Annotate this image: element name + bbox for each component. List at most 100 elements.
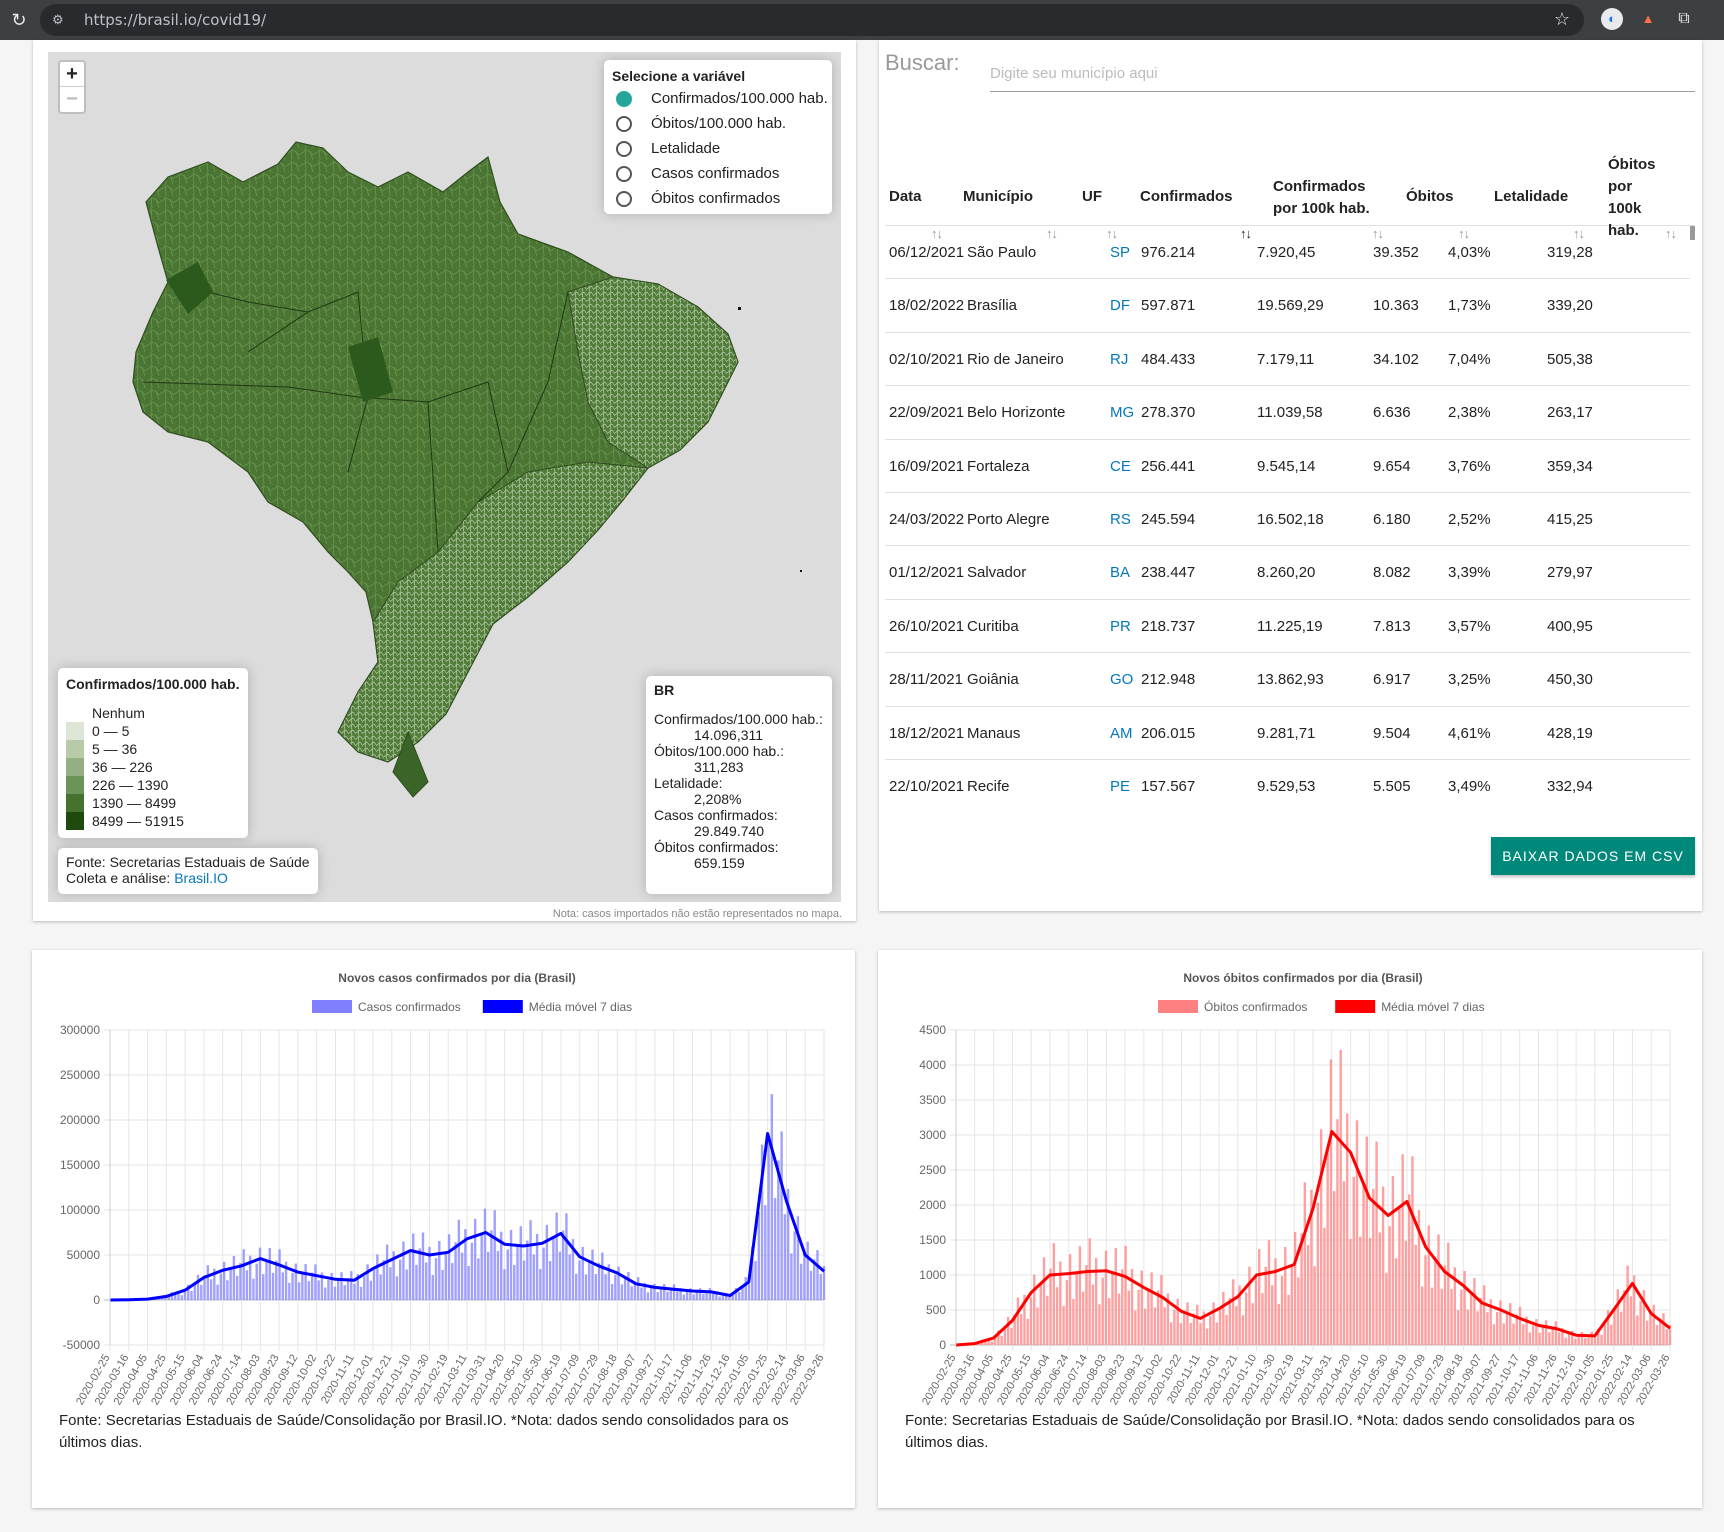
legend-item: Nenhum — [66, 704, 240, 722]
sort-icon[interactable]: ↑↓ — [1665, 226, 1677, 241]
zoom-out-button[interactable]: − — [66, 88, 78, 110]
browser-toolbar: ↻ ⚙ https://brasil.io/covid19/ ☆ ◐ ▲ ⧉ — [0, 0, 1724, 40]
data-bar — [1574, 1338, 1577, 1345]
site-info-icon[interactable]: ⚙ — [52, 12, 64, 27]
cell-data: 26/10/2021 — [889, 617, 965, 635]
variable-option[interactable]: Óbitos confirmados — [612, 186, 832, 211]
brasil-io-link[interactable]: Brasil.IO — [174, 870, 228, 886]
data-bar — [1186, 1302, 1189, 1345]
radio-icon[interactable] — [616, 140, 632, 157]
radio-icon[interactable] — [616, 165, 632, 182]
bookmark-star-icon[interactable]: ☆ — [1553, 9, 1570, 29]
table-scrollbar[interactable] — [1690, 226, 1695, 240]
data-bar — [984, 1341, 987, 1345]
sort-icon[interactable]: ↑↓ — [1573, 226, 1585, 241]
data-bar — [1068, 1254, 1072, 1345]
cell-uf[interactable]: RS — [1110, 510, 1131, 528]
cell-uf[interactable]: BA — [1110, 564, 1131, 582]
cell-municipio: Rio de Janeiro — [967, 350, 1064, 368]
data-bar — [1140, 1270, 1144, 1345]
data-bar — [650, 1287, 653, 1300]
data-bar — [1544, 1320, 1548, 1345]
data-bar — [1111, 1272, 1114, 1345]
data-bar — [617, 1266, 620, 1300]
cell-uf[interactable]: SP — [1110, 244, 1131, 261]
data-bar — [1094, 1257, 1098, 1345]
address-bar[interactable]: ⚙ https://brasil.io/covid19/ ☆ — [40, 4, 1584, 36]
variable-option[interactable]: Confirmados/100.000 hab. — [612, 86, 832, 111]
data-bar — [1179, 1323, 1183, 1345]
y-tick-label: 50000 — [67, 1248, 101, 1262]
header-obitos100k[interactable]: Óbitos por 100k hab. — [1608, 154, 1656, 242]
extension-icon-1[interactable]: ◐ — [1601, 8, 1623, 30]
cell-uf[interactable]: DF — [1110, 297, 1130, 315]
sort-icon[interactable]: ↑↓ — [1372, 226, 1384, 241]
y-tick-label: 3500 — [919, 1093, 946, 1107]
data-bar — [1531, 1325, 1535, 1345]
header-data[interactable]: Data — [889, 188, 922, 205]
header-conf100k[interactable]: Confirmados por 100k hab. — [1273, 176, 1370, 220]
variable-option-label[interactable]: Letalidade — [651, 140, 721, 157]
cell-municipio: Salvador — [967, 564, 1027, 582]
data-bar — [196, 1274, 200, 1300]
data-bar — [1342, 1181, 1346, 1345]
header-municipio[interactable]: Município — [963, 188, 1033, 205]
table-row: 02/10/2021 Rio de Janeiro RJ 484.433 7.179,1… — [885, 333, 1690, 387]
radio-icon[interactable] — [616, 115, 632, 132]
data-bar — [1274, 1258, 1277, 1345]
cell-data: 18/02/2022 — [889, 297, 965, 315]
data-bar — [734, 1288, 738, 1300]
extension-icon-2[interactable]: ▲ — [1641, 11, 1655, 26]
sort-icon[interactable]: ↑↓ — [1458, 226, 1470, 241]
radio-selected-icon[interactable] — [616, 90, 632, 107]
cell-uf[interactable]: GO — [1110, 671, 1134, 689]
cell-obitos100k: 339,20 — [1547, 297, 1593, 315]
header-letalidade[interactable]: Letalidade — [1494, 188, 1569, 205]
data-bar — [1427, 1225, 1430, 1345]
url-text[interactable]: https://brasil.io/covid19/ — [84, 11, 267, 29]
y-tick-label: 1500 — [919, 1233, 946, 1247]
data-bar — [597, 1262, 601, 1300]
data-bar — [796, 1216, 800, 1300]
data-bar — [1557, 1332, 1561, 1345]
cell-uf[interactable]: AM — [1110, 724, 1133, 742]
data-bar — [457, 1219, 461, 1300]
extensions-puzzle-icon[interactable]: ⧉ — [1678, 10, 1690, 27]
sort-icon[interactable]: ↑↓ — [1106, 226, 1118, 241]
cell-uf[interactable]: CE — [1110, 457, 1131, 475]
cell-uf[interactable]: PR — [1110, 617, 1131, 635]
data-bar — [545, 1224, 549, 1300]
header-confirmados[interactable]: Confirmados — [1140, 188, 1233, 205]
variable-option-label[interactable]: Óbitos/100.000 hab. — [651, 115, 787, 132]
cell-uf[interactable]: MG — [1110, 404, 1135, 422]
reload-icon[interactable]: ↻ — [11, 9, 27, 30]
data-bar — [242, 1249, 245, 1300]
sort-icon[interactable]: ↑↓ — [931, 226, 943, 241]
sort-icon-active[interactable]: ↑↓ — [1240, 226, 1252, 241]
variable-option-label[interactable]: Óbitos confirmados — [651, 190, 781, 207]
search-input[interactable] — [990, 56, 1695, 92]
variable-option-label[interactable]: Confirmados/100.000 hab. — [651, 90, 828, 107]
header-uf[interactable]: UF — [1082, 188, 1102, 205]
sort-icon[interactable]: ↑↓ — [1046, 226, 1058, 241]
data-bar — [1469, 1292, 1473, 1345]
choropleth-map[interactable]: + − Selecione a variável Confirmados/100… — [48, 52, 841, 902]
variable-option-label[interactable]: Casos confirmados — [651, 165, 780, 182]
data-bar — [1209, 1316, 1212, 1345]
variable-option[interactable]: Letalidade — [612, 136, 832, 161]
cell-letalidade: 3,57% — [1448, 617, 1491, 635]
table-body: 06/12/2021 São Paulo SP 976.214 7.920,45 39.3… — [885, 226, 1690, 812]
cell-uf[interactable]: PE — [1110, 777, 1131, 795]
data-bar — [993, 1337, 997, 1345]
variable-option[interactable]: Casos confirmados — [612, 161, 832, 186]
cell-uf[interactable]: RJ — [1110, 350, 1129, 368]
data-bar — [764, 1205, 767, 1300]
header-obitos[interactable]: Óbitos — [1406, 188, 1454, 205]
data-bar — [1372, 1188, 1375, 1345]
data-bar — [1029, 1297, 1033, 1345]
zoom-in-button[interactable]: + — [60, 62, 84, 87]
download-csv-button[interactable]: BAIXAR DADOS EM CSV — [1491, 837, 1695, 875]
variable-option[interactable]: Óbitos/100.000 hab. — [612, 111, 832, 136]
radio-icon[interactable] — [616, 190, 632, 207]
data-bar — [1156, 1290, 1160, 1345]
